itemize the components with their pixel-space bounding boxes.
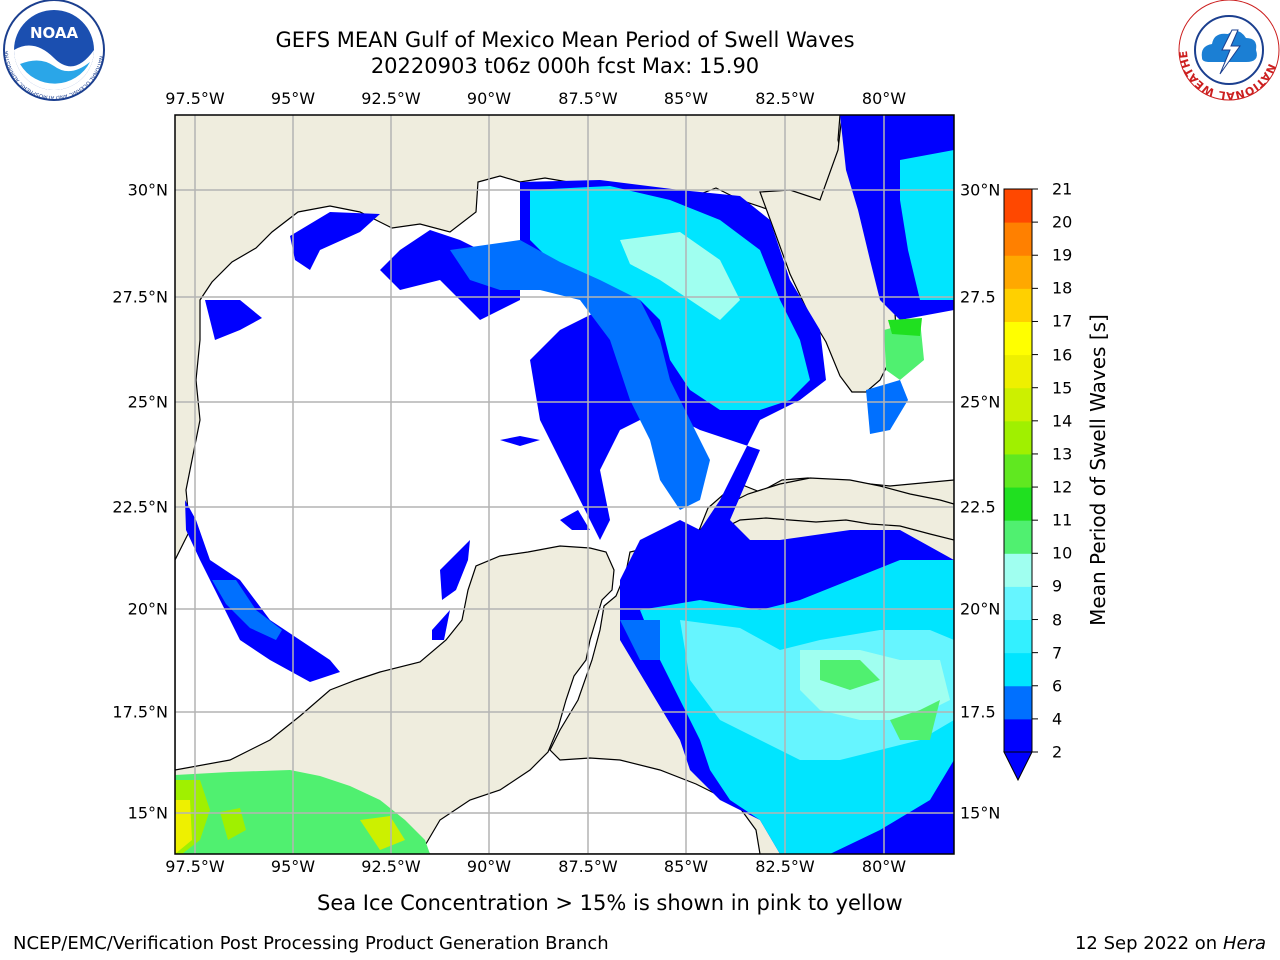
lon-label-top: 87.5°W xyxy=(558,89,618,108)
lon-label-bottom: 80°W xyxy=(861,857,907,876)
colorbar-tick-label: 11 xyxy=(1052,510,1073,530)
lon-label-bottom: 82.5°W xyxy=(755,857,815,876)
colorbar-tick-label: 21 xyxy=(1052,179,1073,199)
colorbar-extend-arrow xyxy=(1003,751,1033,782)
colorbar-tick-label: 8 xyxy=(1052,610,1063,630)
lat-label-right: 17.5 xyxy=(960,702,996,722)
sea-ice-note: Sea Ice Concentration > 15% is shown in … xyxy=(317,891,903,915)
colorbar-tick-label: 15 xyxy=(1052,378,1073,398)
lat-label-left: 22.5°N xyxy=(112,497,168,517)
lat-label-right: 22.5 xyxy=(960,497,996,517)
colorbar-tick-label: 4 xyxy=(1052,709,1063,729)
colorbar-band xyxy=(1004,652,1032,687)
colorbar-band xyxy=(1004,553,1032,587)
lat-label-right: 30°N xyxy=(960,180,1001,200)
map-subtitle: 20220903 t06z 000h fcst Max: 15.90 xyxy=(370,54,760,78)
svg-text:NOAA: NOAA xyxy=(30,24,79,42)
footer-date-text: 12 Sep 2022 on xyxy=(1074,933,1218,954)
lon-label-top: 95°W xyxy=(270,89,316,108)
lat-label-right: 20°N xyxy=(960,599,1001,619)
lon-label-top: 85°W xyxy=(663,89,709,108)
map-title: GEFS MEAN Gulf of Mexico Mean Period of … xyxy=(275,28,855,52)
colorbar-tick-label: 10 xyxy=(1052,543,1073,563)
colorbar-tick-label: 18 xyxy=(1052,278,1073,298)
colorbar-band xyxy=(1004,189,1032,223)
colorbar-band xyxy=(1004,255,1032,289)
colorbar-tick-label: 13 xyxy=(1052,444,1073,464)
footer-credit: NCEP/EMC/Verification Post Processing Pr… xyxy=(13,933,609,954)
colorbar-band xyxy=(1004,420,1032,455)
lon-label-bottom: 85°W xyxy=(663,857,709,876)
colorbar-tick-label: 19 xyxy=(1052,245,1073,265)
map-frame xyxy=(174,114,955,855)
lat-label-left: 17.5°N xyxy=(112,702,168,722)
lat-label-left: 27.5°N xyxy=(112,287,168,307)
footer-host: Hera xyxy=(1222,933,1266,954)
colorbar-band xyxy=(1004,520,1032,554)
colorbar-band xyxy=(1004,718,1032,753)
colorbar-band xyxy=(1004,288,1032,322)
colorbar-tick-label: 17 xyxy=(1052,311,1073,331)
colorbar-band xyxy=(1004,222,1032,256)
lon-label-bottom: 90°W xyxy=(466,857,512,876)
lat-label-right: 25°N xyxy=(960,392,1001,412)
colorbar-band xyxy=(1004,586,1032,621)
lat-label-left: 15°N xyxy=(127,803,168,823)
noaa-logo: NOAA NATIONAL OCEANIC AND ATMOSPHERIC AD… xyxy=(0,0,105,101)
colorbar-tick-label: 16 xyxy=(1052,345,1073,365)
lon-label-bottom: 95°W xyxy=(270,857,316,876)
nws-logo: NATIONAL WEATHER SERVICE xyxy=(1174,0,1280,102)
lon-label-bottom: 97.5°W xyxy=(165,857,225,876)
swell-contours xyxy=(175,115,954,854)
colorbar-tick-label: 14 xyxy=(1052,411,1073,431)
cuba-island xyxy=(698,477,954,541)
colorbar-tick-label: 7 xyxy=(1052,643,1063,663)
colorbar-band xyxy=(1004,619,1032,654)
colorbar-tick-label: 12 xyxy=(1052,477,1073,497)
colorbar-tick-label: 6 xyxy=(1052,676,1063,696)
lat-label-right: 27.5 xyxy=(960,287,996,307)
lat-label-left: 25°N xyxy=(127,392,168,412)
colorbar-band xyxy=(1004,354,1032,389)
colorbar-band xyxy=(1004,387,1032,422)
footer-date: 12 Sep 2022 on Hera xyxy=(1075,933,1266,954)
lon-label-top: 92.5°W xyxy=(361,89,421,108)
lon-label-bottom: 87.5°W xyxy=(558,857,618,876)
colorbar-band xyxy=(1004,321,1032,356)
lon-label-top: 80°W xyxy=(861,89,907,108)
lon-label-bottom: 92.5°W xyxy=(361,857,421,876)
lon-label-top: 90°W xyxy=(466,89,512,108)
colorbar-band xyxy=(1004,487,1032,521)
lat-label-right: 15°N xyxy=(960,803,1001,823)
colorbar-tick-label: 9 xyxy=(1052,576,1063,596)
lat-label-left: 20°N xyxy=(127,599,168,619)
lat-label-left: 30°N xyxy=(127,180,168,200)
lon-label-top: 97.5°W xyxy=(165,89,225,108)
colorbar-band xyxy=(1004,453,1032,488)
graticule xyxy=(175,115,954,854)
lon-label-top: 82.5°W xyxy=(755,89,815,108)
colorbar-label: Mean Period of Swell Waves [s] xyxy=(1086,314,1110,626)
colorbar-band xyxy=(1004,685,1032,720)
colorbar-tick-label: 20 xyxy=(1052,212,1073,232)
colorbar-tick-label: 2 xyxy=(1052,742,1063,762)
